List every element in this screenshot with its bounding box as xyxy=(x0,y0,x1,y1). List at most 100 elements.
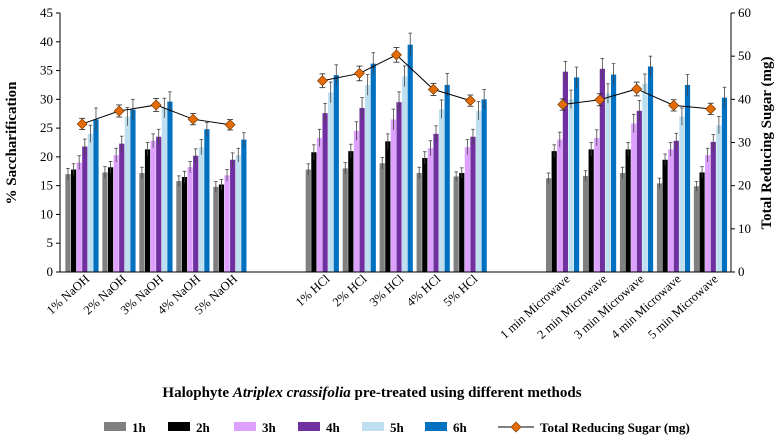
bar-1h xyxy=(582,175,589,272)
bar-4h xyxy=(673,140,679,272)
legend-swatch-5h xyxy=(362,422,384,431)
y-tick-label: 30 xyxy=(40,91,53,106)
trs-point xyxy=(390,49,402,61)
bar-5h xyxy=(679,116,685,272)
trs-point xyxy=(557,99,569,111)
bar-3h xyxy=(594,137,600,272)
legend: 1h 2h 3h 4h 5h 6h Total Reducing Sugar (mg) xyxy=(104,420,690,435)
y-tick-label: 20 xyxy=(40,149,53,164)
y2-tick-label: 30 xyxy=(738,135,751,150)
bar-5h xyxy=(716,125,722,272)
bar-1h xyxy=(102,172,108,272)
bar-5h xyxy=(198,147,204,272)
y-axis-title: % Saccharification xyxy=(4,81,20,205)
x-tick-label: 4% HCl xyxy=(404,271,444,309)
line-layer xyxy=(76,47,717,131)
bar-4h xyxy=(433,133,439,272)
bar-4h xyxy=(119,143,125,272)
bar-5h xyxy=(438,109,445,273)
bar-4h xyxy=(599,68,605,272)
bar-2h xyxy=(181,177,188,272)
bar-6h xyxy=(130,109,136,273)
x-tick-label: 1% HCl xyxy=(293,271,333,309)
bar-2h xyxy=(144,149,151,272)
y2-tick-label: 60 xyxy=(738,5,751,20)
bar-5h xyxy=(402,76,408,272)
x-tick-label: 5% HCl xyxy=(441,271,481,309)
y2-tick-label: 20 xyxy=(738,178,751,193)
trs-point xyxy=(705,103,717,115)
y-tick-label: 15 xyxy=(40,178,53,193)
legend-swatch-3h xyxy=(234,422,256,431)
bar-6h xyxy=(444,84,450,272)
legend-label-3h: 3h xyxy=(262,420,277,435)
bar-1h xyxy=(342,168,348,272)
y-tick-label: 5 xyxy=(47,235,54,250)
bar-2h xyxy=(311,152,317,272)
bar-2h xyxy=(385,141,391,272)
bar-3h xyxy=(224,175,230,272)
x-tick-label: 3% HCl xyxy=(367,271,407,309)
bar-1h xyxy=(619,173,626,272)
bar-5h xyxy=(365,84,371,272)
bar-1h xyxy=(305,169,311,272)
bar-3h xyxy=(427,148,433,272)
bar-4h xyxy=(396,102,402,272)
bar-3h xyxy=(557,139,563,272)
bar-2h xyxy=(662,159,668,272)
bar-1h xyxy=(379,163,385,272)
bar-4h xyxy=(710,141,716,272)
bar-3h xyxy=(390,119,397,272)
bar-5h xyxy=(328,92,334,272)
trs-point xyxy=(150,99,162,111)
bar-4h xyxy=(359,107,365,272)
bar-6h xyxy=(370,63,376,272)
y2-tick-label: 50 xyxy=(738,48,751,63)
bar-1h xyxy=(656,183,663,272)
legend-label-6h: 6h xyxy=(453,420,468,435)
bar-layer xyxy=(65,32,728,273)
bar-1h xyxy=(545,178,552,272)
bar-3h xyxy=(631,123,637,272)
x-tick-label: 2% HCl xyxy=(330,271,370,309)
bar-6h xyxy=(333,75,339,272)
bar-6h xyxy=(204,129,210,272)
trs-point xyxy=(113,105,125,117)
bar-1h xyxy=(693,186,700,272)
y-tick-label: 10 xyxy=(40,206,53,221)
legend-label-1h: 1h xyxy=(132,420,147,435)
trs-point xyxy=(631,83,643,95)
y2-tick-label: 0 xyxy=(738,264,745,279)
bar-1h xyxy=(453,176,459,272)
bar-2h xyxy=(218,184,225,272)
bar-6h xyxy=(407,44,413,273)
bar-4h xyxy=(636,110,642,272)
legend-label-trs: Total Reducing Sugar (mg) xyxy=(540,420,690,435)
bar-3h xyxy=(150,140,156,272)
bar-1h xyxy=(65,174,71,272)
bar-5h xyxy=(642,83,648,272)
trs-point xyxy=(668,99,680,111)
trs-point xyxy=(464,95,476,107)
bar-6h xyxy=(481,99,487,272)
bar-6h xyxy=(573,77,580,272)
trs-point xyxy=(427,83,439,95)
y2-axis-title: Total Reducing Sugar (mg) xyxy=(759,57,775,230)
legend-marker-trs xyxy=(510,421,522,433)
legend-label-2h: 2h xyxy=(196,420,211,435)
bar-2h xyxy=(551,151,557,272)
y-tick-label: 25 xyxy=(40,120,53,135)
trs-point xyxy=(316,75,328,87)
bar-5h xyxy=(87,133,93,272)
trs-point xyxy=(76,118,88,130)
bar-3h xyxy=(187,167,193,272)
bar-4h xyxy=(82,146,88,272)
legend-swatch-4h xyxy=(298,422,320,431)
bar-4h xyxy=(193,155,199,272)
bar-2h xyxy=(459,173,465,272)
bar-3h xyxy=(705,155,711,272)
trs-point xyxy=(224,119,236,131)
bar-5h xyxy=(124,116,130,272)
trs-point xyxy=(594,94,606,106)
